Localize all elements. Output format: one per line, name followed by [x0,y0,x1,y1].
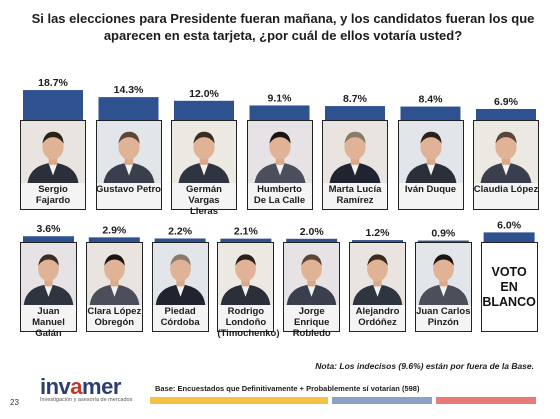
candidate-name: Gustavo Petro [96,184,161,195]
value-label-0-2: 12.0% [189,88,219,100]
bar-0-2 [174,100,234,120]
candidate-name: Alejandro Ordóñez [355,306,400,328]
base-text: Base: Encuestados que Definitivamente + … [155,384,420,393]
candidate-photo [473,120,539,210]
candidate-portrait [284,243,340,305]
candidate-portrait [96,121,161,183]
candidate-name: Iván Duque [404,184,457,195]
candidate-portrait [398,121,463,183]
candidate-portrait [218,243,274,305]
bar-0-5 [400,106,461,120]
candidate-portrait [323,121,387,183]
note-text: Nota: Los indecisos (9.6%) están por fue… [315,361,534,371]
blank-vote-box: VOTO EN BLANCO [480,242,538,332]
candidate-name: Jorge Enrique Robledo [292,306,331,339]
brand-tagline: Investigación y asesoría de mercados [40,397,133,403]
value-label-1-6: 0.9% [431,228,456,240]
value-label-0-6: 6.9% [494,96,519,108]
bar-0-3 [249,105,310,120]
value-label-0-5: 8.4% [419,94,444,106]
candidate-portrait [350,243,405,305]
bar-1-7 [483,232,535,242]
candidate-photo [85,242,143,332]
bar-1-0 [23,236,74,242]
candidate-photo [20,120,86,210]
page-number: 23 [10,398,19,407]
candidate-portrait [415,243,471,305]
candidate-name: Rodrigo Londoño (Timochenko) [217,306,280,339]
candidate-portrait [21,243,76,305]
candidate-portrait [474,121,538,183]
candidate-name: Marta Lucía Ramírez [328,184,382,206]
bar-1-4 [286,238,338,242]
footer-stripe-yellow [150,397,328,404]
value-label-0-0: 18.7% [38,77,68,89]
candidate-portrait [86,243,142,305]
value-label-1-2: 2.2% [168,225,193,237]
candidate-name: Claudia López [473,184,539,195]
bar-1-5 [352,240,403,242]
candidate-portrait [172,121,236,183]
candidate-photo [151,242,209,332]
candidate-photo [322,120,388,210]
footer-stripe-blue [332,397,432,404]
candidate-photo [171,120,237,210]
bar-0-0 [23,90,83,120]
candidate-photo [349,242,406,332]
brand-logo: invamer [40,374,121,399]
bar-0-6 [476,108,536,120]
value-label-1-5: 1.2% [366,227,391,239]
candidate-photo [414,242,472,332]
candidate-photo [217,242,275,332]
candidate-name: Sergio Fajardo [35,184,71,206]
bar-1-6 [417,240,469,242]
candidate-name: Piedad Córdoba [160,306,200,328]
chart-title: Si las elecciones para Presidente fueran… [31,11,535,43]
candidate-name: Juan Manuel Galán [32,306,65,339]
bar-1-2 [154,238,206,242]
candidate-name: Clara López Obregón [87,306,142,328]
bar-1-1 [88,237,140,242]
footer-stripe-red [436,397,536,404]
value-label-1-7: 6.0% [497,219,522,231]
candidate-name: Humberto De La Calle [253,184,306,206]
value-label-1-1: 2.9% [102,224,127,236]
value-label-0-3: 9.1% [268,92,293,104]
candidate-portrait [152,243,208,305]
candidate-portrait [21,121,85,183]
candidate-name: Juan Carlos Pinzón [416,306,471,328]
value-label-1-0: 3.6% [37,223,62,235]
value-label-1-4: 2.0% [300,226,325,238]
candidate-photo [20,242,77,332]
candidate-photo [246,120,313,210]
candidate-portrait [247,121,312,183]
bar-0-4 [325,106,385,120]
candidate-photo [95,120,162,210]
candidate-photo [283,242,341,332]
value-label-0-4: 8.7% [343,93,368,105]
candidate-photo [397,120,464,210]
candidate-name: Germán Vargas Lleras [186,184,222,217]
value-label-1-3: 2.1% [234,226,259,238]
value-label-0-1: 14.3% [114,84,144,96]
bar-0-1 [98,97,159,120]
bar-1-3 [220,238,272,242]
